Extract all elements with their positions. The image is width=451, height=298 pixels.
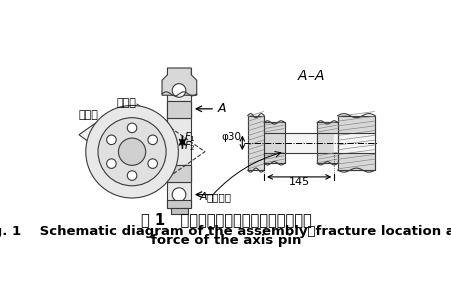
Circle shape (106, 135, 116, 145)
Text: φ30: φ30 (221, 132, 240, 142)
Circle shape (151, 137, 156, 142)
Text: $A$–$A$: $A$–$A$ (296, 69, 324, 83)
Text: 图 1   轴销装配、断裂位置与受力示意图: 图 1 轴销装配、断裂位置与受力示意图 (140, 212, 311, 228)
Polygon shape (79, 111, 177, 182)
Circle shape (127, 171, 137, 180)
Text: 分位置: 分位置 (116, 98, 136, 108)
Circle shape (98, 118, 166, 186)
Text: $A$: $A$ (216, 102, 227, 114)
Circle shape (106, 159, 116, 168)
Text: 145: 145 (288, 177, 309, 187)
Text: Fig. 1    Schematic diagram of the assembly，fracture location and: Fig. 1 Schematic diagram of the assembly… (0, 226, 451, 238)
Circle shape (147, 159, 157, 168)
Circle shape (127, 123, 137, 133)
Text: 合位置: 合位置 (79, 110, 99, 120)
Polygon shape (161, 68, 196, 95)
Circle shape (125, 144, 130, 150)
Circle shape (172, 84, 185, 97)
Text: $F_1$: $F_1$ (184, 130, 196, 144)
Polygon shape (167, 68, 191, 208)
Polygon shape (167, 200, 191, 208)
Text: 断裂位置: 断裂位置 (207, 192, 231, 202)
Text: $F_2$: $F_2$ (184, 139, 196, 153)
Polygon shape (170, 208, 188, 214)
Circle shape (147, 135, 157, 145)
Circle shape (118, 138, 145, 165)
Circle shape (86, 105, 178, 198)
Circle shape (172, 188, 185, 201)
Text: $A$: $A$ (198, 190, 208, 202)
Text: force of the axis pin: force of the axis pin (151, 234, 300, 247)
